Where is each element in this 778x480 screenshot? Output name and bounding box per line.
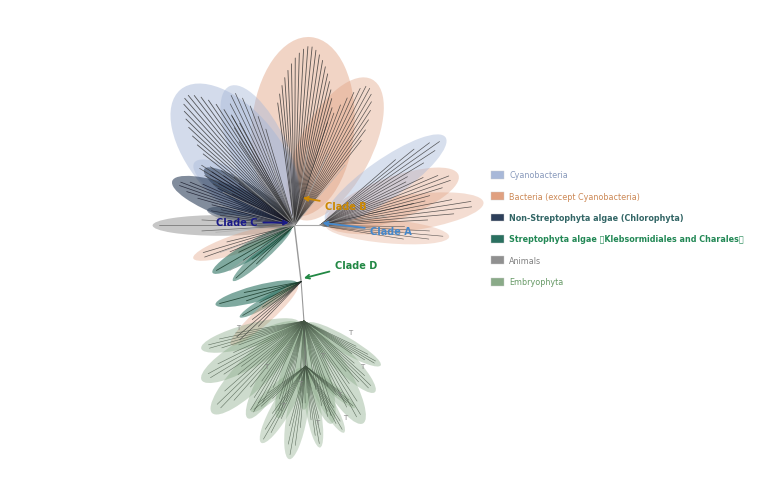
Ellipse shape	[204, 168, 290, 225]
Text: T: T	[264, 363, 268, 369]
Text: T: T	[281, 403, 286, 408]
Ellipse shape	[307, 323, 381, 367]
Ellipse shape	[233, 228, 292, 282]
Text: T: T	[359, 363, 364, 369]
Ellipse shape	[172, 177, 289, 229]
Text: Non-Streptophyta algae (Chlorophyta): Non-Streptophyta algae (Chlorophyta)	[510, 214, 684, 223]
Ellipse shape	[207, 207, 290, 229]
Ellipse shape	[216, 281, 297, 308]
Text: T: T	[349, 330, 352, 336]
Text: T: T	[298, 380, 302, 386]
Ellipse shape	[212, 227, 291, 275]
Ellipse shape	[284, 371, 310, 459]
Ellipse shape	[275, 326, 306, 418]
Ellipse shape	[324, 135, 447, 225]
Ellipse shape	[286, 78, 384, 221]
Ellipse shape	[326, 168, 459, 231]
Ellipse shape	[251, 38, 355, 217]
Ellipse shape	[230, 285, 298, 346]
Text: Embryophyta: Embryophyta	[510, 277, 563, 287]
Bar	[491, 257, 503, 264]
Text: T: T	[343, 414, 347, 420]
Text: Clade D: Clade D	[306, 260, 377, 279]
Ellipse shape	[307, 324, 376, 393]
Ellipse shape	[303, 370, 324, 448]
Text: T: T	[315, 420, 319, 425]
Bar	[491, 278, 503, 286]
Ellipse shape	[193, 160, 290, 227]
Text: T: T	[321, 352, 324, 358]
Text: T: T	[338, 391, 342, 397]
Ellipse shape	[201, 321, 300, 383]
Ellipse shape	[152, 216, 288, 236]
Text: Animals: Animals	[510, 256, 541, 265]
Ellipse shape	[260, 370, 305, 443]
Ellipse shape	[296, 325, 312, 410]
Ellipse shape	[251, 368, 303, 412]
Ellipse shape	[211, 324, 301, 415]
Bar	[491, 214, 503, 222]
Text: Bacteria (except Cyanobacteria): Bacteria (except Cyanobacteria)	[510, 192, 640, 201]
Ellipse shape	[193, 225, 289, 261]
Ellipse shape	[308, 368, 356, 408]
Ellipse shape	[220, 86, 300, 220]
Text: Clade B: Clade B	[305, 197, 367, 211]
Text: Cyanobacteria: Cyanobacteria	[510, 171, 568, 180]
Ellipse shape	[326, 219, 449, 245]
Ellipse shape	[301, 326, 335, 424]
Ellipse shape	[307, 369, 345, 433]
Ellipse shape	[240, 283, 298, 318]
Ellipse shape	[202, 319, 300, 353]
Text: T: T	[236, 324, 240, 330]
Ellipse shape	[170, 84, 299, 226]
Ellipse shape	[246, 325, 303, 419]
Text: Streptophyta algae （Klebsormidiales and Charales）: Streptophyta algae （Klebsormidiales and …	[510, 235, 744, 244]
Bar	[491, 171, 503, 180]
Ellipse shape	[304, 326, 366, 424]
Text: Clade C: Clade C	[216, 218, 287, 228]
Text: Clade A: Clade A	[324, 222, 412, 236]
Bar	[491, 236, 503, 243]
Ellipse shape	[328, 193, 484, 235]
Bar	[491, 193, 503, 201]
